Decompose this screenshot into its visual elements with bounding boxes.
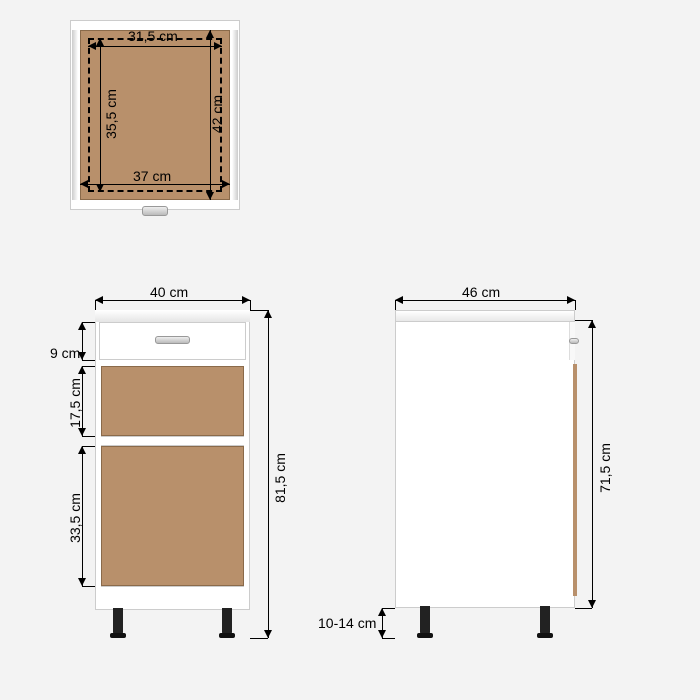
dim-inner-width: 31,5 cm — [128, 28, 178, 44]
dim-outer-depth: 42 cm — [209, 95, 225, 133]
dim-side-height: 71,5 cm — [597, 443, 613, 493]
front-view — [95, 310, 250, 640]
dim-upper-comp: 17,5 cm — [67, 378, 83, 428]
dim-inner-depth: 35,5 cm — [103, 89, 119, 139]
side-view — [395, 310, 575, 640]
dim-front-height: 81,5 cm — [272, 453, 288, 503]
dim-side-depth: 46 cm — [462, 284, 500, 300]
dim-lower-comp: 33,5 cm — [67, 493, 83, 543]
dim-leg-height: 10-14 cm — [318, 615, 376, 631]
dim-outer-width: 37 cm — [133, 168, 171, 184]
top-view: 31,5 cm 37 cm 35,5 cm 42 cm — [70, 20, 240, 220]
dim-drawer-height: 9 cm — [50, 345, 80, 361]
dim-front-width: 40 cm — [150, 284, 188, 300]
